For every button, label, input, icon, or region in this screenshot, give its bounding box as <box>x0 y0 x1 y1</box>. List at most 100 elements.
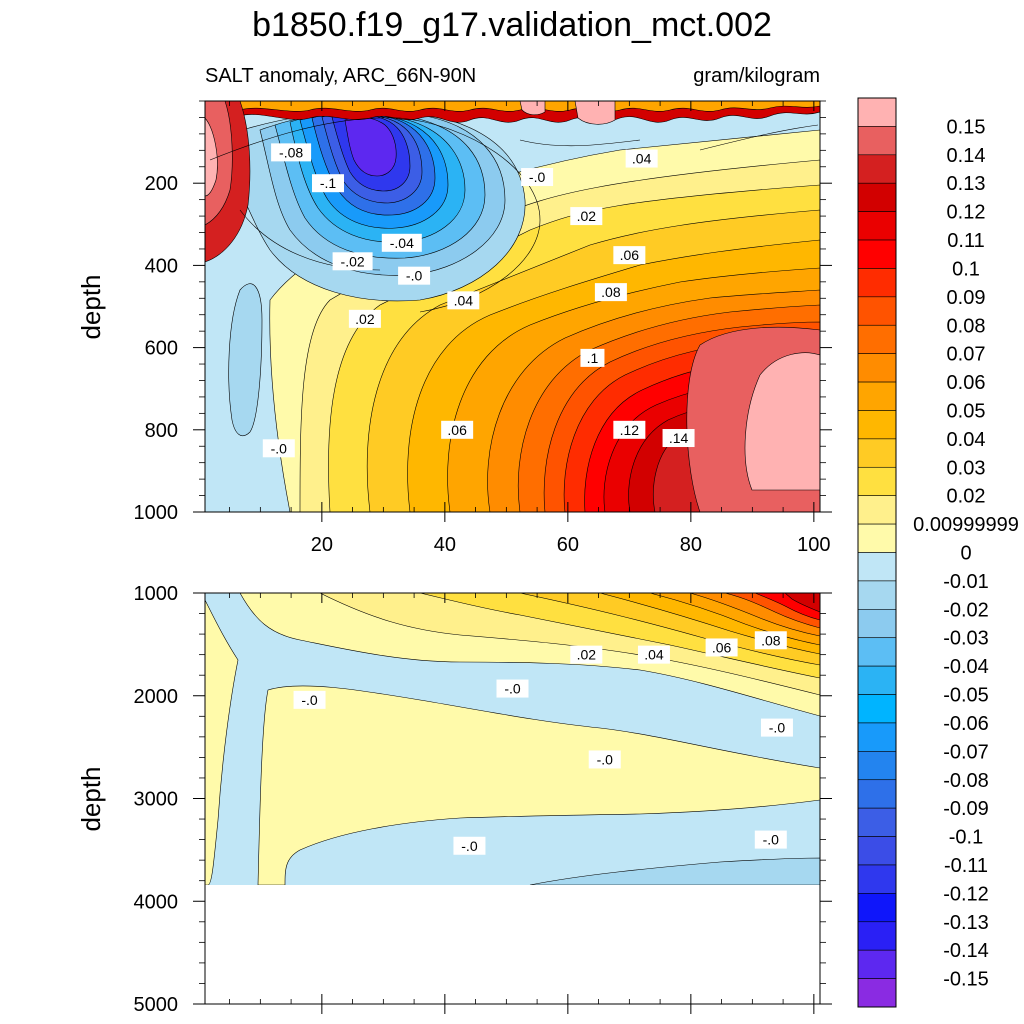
lower-contour-label: .04 <box>637 645 670 664</box>
contour-label-box <box>588 750 621 769</box>
colorbar-swatch <box>857 694 897 724</box>
contour-label-text: .1 <box>587 350 599 366</box>
lower-contour-label: -.0 <box>293 690 326 709</box>
colorbar-label: 0.00999999 <box>913 514 1019 536</box>
upper-surface-002 <box>574 101 616 125</box>
colorbar-swatch <box>857 836 897 866</box>
upper-xtick-label: 80 <box>680 534 702 556</box>
upper-contour-label: -.08 <box>271 143 312 162</box>
lower-panel: .02 .04 .06 .08 -.0 -.0 -.0 -.0 -.0 -.0 1000 2000 3… <box>76 583 832 1016</box>
colorbar-label: 0.06 <box>947 372 986 394</box>
contour-label-box <box>637 645 670 664</box>
lower-field <box>205 593 820 1004</box>
colorbar-swatch <box>857 268 897 298</box>
contour-label-text: .08 <box>601 284 621 300</box>
upper-ytick-label: 200 <box>145 173 178 195</box>
contour-label-box <box>594 283 627 302</box>
contour-label-box <box>293 690 326 709</box>
colorbar-swatch <box>857 552 897 582</box>
colorbar-swatch <box>857 864 897 894</box>
colorbar-swatch <box>857 580 897 610</box>
colorbar-label: -0.11 <box>944 855 988 877</box>
lower-contour-label: .02 <box>570 645 603 664</box>
colorbar-swatch <box>857 779 897 809</box>
contour-label-box <box>332 252 373 271</box>
subtitle-right: gram/kilogram <box>693 65 820 87</box>
upper-contour-label: -.0 <box>521 168 554 187</box>
upper-contour-label: .1 <box>580 348 605 367</box>
colorbar-label: -0.1 <box>949 827 983 849</box>
colorbar-label: -0.04 <box>943 656 989 678</box>
lower-axes: 1000 2000 3000 4000 5000 <box>134 583 832 1016</box>
colorbar-label: 0.07 <box>947 344 986 366</box>
contour-label-box <box>760 718 793 737</box>
contour-label-text: .06 <box>712 639 732 655</box>
contour-label-text: .04 <box>454 292 474 308</box>
contour-label-box <box>496 679 529 698</box>
colorbar-swatch <box>857 296 897 326</box>
contour-label-box <box>570 645 603 664</box>
colorbar-swatch <box>857 751 897 781</box>
colorbar: 0.15 0.14 0.13 0.12 0.11 0.1 0.09 0.08 0.07 0.06 0… <box>857 97 1019 1008</box>
colorbar-swatch <box>857 126 897 156</box>
upper-ytick-label: 600 <box>145 338 178 360</box>
colorbar-label: -0.14 <box>943 940 989 962</box>
colorbar-label: 0.05 <box>947 400 986 422</box>
upper-contour-labels: -.08 -.1 -.0 .04 .02 -.04 -.02 .06 -.0 .08 .04 .02.… <box>262 143 695 458</box>
contour-label-box <box>662 429 695 448</box>
contour-label-box <box>271 143 312 162</box>
contour-label-text: .06 <box>620 247 640 263</box>
colorbar-swatch <box>857 239 897 269</box>
contour-label-text: -.0 <box>597 751 614 767</box>
lower-deep-lens <box>529 857 820 886</box>
upper-axes: 20 40 60 80 100 200 400 600 800 1000 <box>134 100 832 556</box>
upper-ytick-label: 800 <box>145 420 178 442</box>
colorbar-swatch <box>857 495 897 525</box>
upper-left-column-002 <box>205 117 218 197</box>
upper-band-015 <box>744 352 820 491</box>
colorbar-label: -0.03 <box>943 628 989 650</box>
contour-label-text: -.0 <box>529 169 546 185</box>
upper-neg-008 <box>344 117 397 177</box>
contour-label-text: .14 <box>669 430 689 446</box>
contour-label-text: .12 <box>620 422 640 438</box>
lower-contour-label: -.0 <box>754 830 787 849</box>
upper-ytick-label: 1000 <box>134 502 179 524</box>
contour-label-text: .02 <box>577 647 597 663</box>
lower-contour-label: -.0 <box>588 750 621 769</box>
contour-label-box <box>613 246 646 265</box>
upper-contour-000 <box>209 117 541 313</box>
colorbar-label: 0.1 <box>952 258 980 280</box>
lower-ytick-label: 1000 <box>134 583 179 605</box>
colorbar-label: 0.11 <box>947 230 984 252</box>
colorbar-swatch <box>857 921 897 951</box>
colorbar-swatch <box>857 438 897 468</box>
lower-contour-label: -.0 <box>496 679 529 698</box>
colorbar-label: 0.15 <box>947 116 986 138</box>
contour-label-box <box>521 168 554 187</box>
colorbar-swatch <box>857 893 897 923</box>
colorbar-swatch <box>857 97 897 127</box>
lower-ylabel: depth <box>76 766 106 831</box>
colorbar-swatch <box>857 381 897 411</box>
contour-label-text: -.04 <box>390 235 414 251</box>
lower-contour-labels: .02 .04 .06 .08 -.0 -.0 -.0 -.0 -.0 -.0 <box>293 631 793 855</box>
contour-label-box <box>348 309 381 328</box>
colorbar-label: -0.08 <box>943 770 989 792</box>
contour-label-text: .04 <box>644 647 664 663</box>
upper-ylabel: depth <box>76 274 106 339</box>
contour-label-box <box>705 638 738 657</box>
lower-left-strip <box>205 599 239 886</box>
upper-contour-label: .02 <box>348 309 381 328</box>
colorbar-swatch <box>857 182 897 212</box>
contour-label-text: -.0 <box>461 838 478 854</box>
upper-contour-label: -.1 <box>312 174 344 193</box>
colorbar-swatch <box>857 211 897 241</box>
colorbar-swatch <box>857 324 897 354</box>
colorbar-label: 0.09 <box>947 287 986 309</box>
chart-title: b1850.f19_g17.validation_mct.002 <box>252 6 772 44</box>
upper-xtick-label: 40 <box>434 534 456 556</box>
upper-contour-label: .12 <box>613 420 646 439</box>
lower-contour-label: -.0 <box>453 836 486 855</box>
